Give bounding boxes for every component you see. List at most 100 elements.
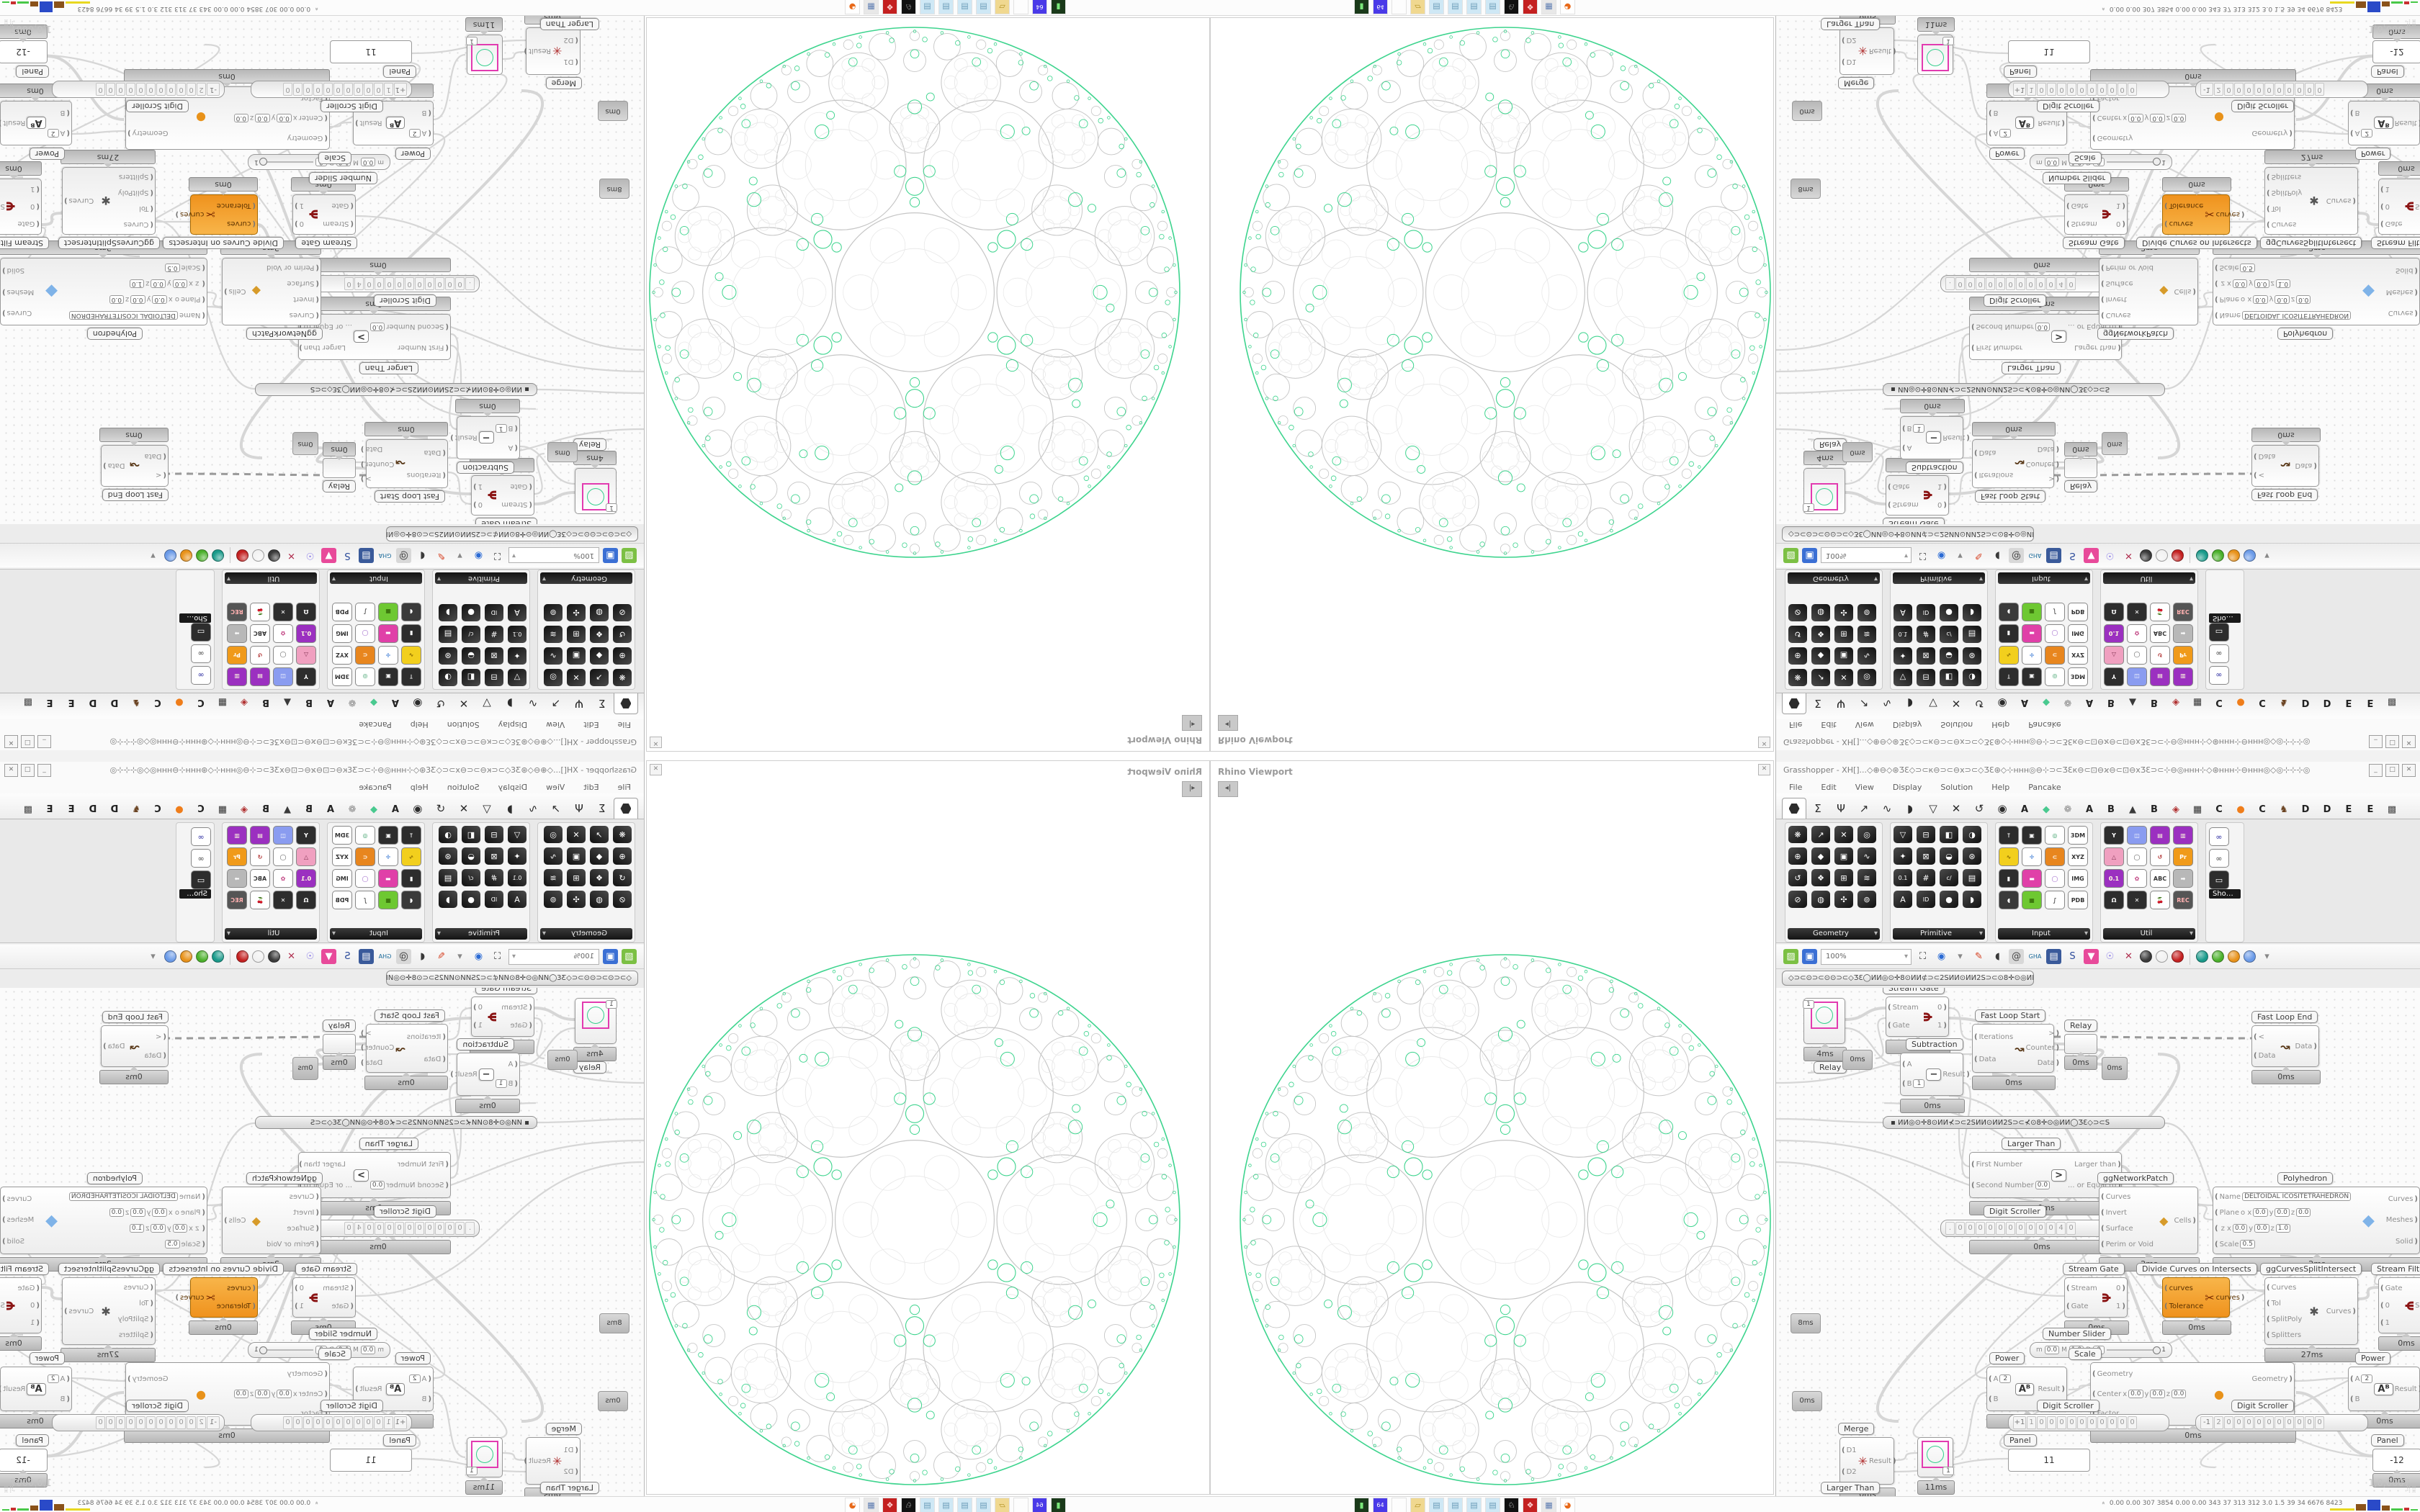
palette-icon[interactable]: ▭ [2209, 870, 2229, 889]
palette-icon[interactable]: Y [2104, 826, 2124, 845]
palette-group-label[interactable]: Geometry [1788, 572, 1880, 584]
larger-than-bottom-tag-tag[interactable]: Larger Than [1821, 1482, 1881, 1494]
palette-group-label[interactable]: Input [330, 928, 422, 940]
tab-vector[interactable]: ↗ [1859, 697, 1869, 710]
tab-plugin-7[interactable]: ◈ [2172, 697, 2179, 708]
palette-icon[interactable]: ● [1940, 604, 1958, 621]
tab-plugin-14[interactable]: D [2323, 697, 2331, 708]
out-port-curves[interactable]: Curves) [2386, 1195, 2418, 1203]
palette-icon[interactable]: ⊘ [613, 891, 632, 908]
menu-item-help[interactable]: Help [410, 720, 429, 729]
viewport-close-icon[interactable]: ✕ [1758, 764, 1770, 775]
palette-icon[interactable]: REC [227, 603, 247, 621]
palette-icon[interactable]: 0.1 [296, 624, 316, 643]
tab-plugin-6[interactable]: B [2151, 697, 2158, 708]
scroller-digit[interactable]: 1 [2027, 83, 2036, 96]
mini-0ms-2[interactable]: 0ms [598, 1391, 628, 1411]
palette-icon[interactable]: ▽ [508, 826, 526, 843]
digit-scroller-0-tag[interactable]: Digit Scroller [1984, 294, 2046, 307]
palette-icon[interactable]: ∫ [355, 891, 375, 909]
stream-filter[interactable]: (Gate(0(1ΨS(1)) [2378, 179, 2420, 235]
scroller-digit[interactable]: 0 [2285, 1416, 2294, 1429]
palette-icon[interactable]: ⊂ [2045, 646, 2065, 665]
scale-tag[interactable]: Scale [2069, 1348, 2102, 1360]
palette-icon[interactable]: ▤ [2150, 826, 2170, 845]
scroller-digit[interactable]: 0 [2037, 1416, 2046, 1429]
tab-plugin-0[interactable]: A [391, 697, 400, 708]
app-calculator-icon[interactable]: ▦ [1541, 1498, 1556, 1512]
node-canvas[interactable]: 1 4ms Relay 0ms Stream Gate(Stream(Gate Ψ 0) 1)… [0, 16, 644, 524]
digit-scroller-0-tag[interactable]: Digit Scroller [374, 1205, 436, 1218]
gem-orange-icon[interactable] [2228, 950, 2240, 963]
in-port-1[interactable]: (1 [17, 1319, 40, 1327]
scroller-digit[interactable]: 0 [2224, 83, 2233, 96]
scroller-digit[interactable]: +1 [394, 1416, 407, 1429]
tab-transform[interactable]: ↺ [436, 802, 446, 815]
tab-plugin-15[interactable]: E [68, 697, 75, 708]
palette-icon[interactable]: Ω [296, 891, 316, 909]
palette-icon[interactable]: # [1917, 626, 1935, 643]
chevron-up-icon[interactable]: « [2099, 1501, 2107, 1505]
out-port-data[interactable]: Data) [2295, 1043, 2317, 1050]
panel-11-tag[interactable]: Panel [383, 1434, 416, 1446]
in-port-splitters[interactable]: (Splitters [2267, 1331, 2302, 1339]
menu-item-solution[interactable]: Solution [447, 720, 480, 729]
palette-icon[interactable]: ✕ [273, 891, 293, 909]
subtraction[interactable]: (A(B 1− Result) [1900, 416, 1970, 459]
out-port-1[interactable]: 1) [1937, 1022, 1947, 1030]
tab-plugin-14[interactable]: D [89, 804, 97, 815]
at-badge-icon[interactable]: @ [396, 949, 411, 964]
palette-icon[interactable]: ◑ [439, 669, 457, 686]
palette-icon[interactable]: ❖ [1811, 626, 1830, 643]
palette-icon[interactable]: ◍ [590, 891, 609, 908]
minimize-button[interactable]: _ [2369, 764, 2383, 777]
app-red-card-icon[interactable]: ❖ [882, 1498, 897, 1512]
digit-scroller-right-tag[interactable]: Digit Scroller [126, 1400, 189, 1412]
in-port-curves[interactable]: (curves [2164, 1284, 2203, 1292]
panel-minus-12[interactable]: -12 [2372, 40, 2420, 63]
scroller-digit[interactable]: +1 [2013, 83, 2026, 96]
palette-group-label[interactable]: Util [2103, 572, 2195, 584]
field-value[interactable]: 0.0 [2232, 1224, 2248, 1233]
field-value[interactable]: 1.0 [129, 279, 145, 288]
field-value[interactable]: 0.0 [2253, 295, 2268, 304]
scroller-digit[interactable]: 0 [2006, 1222, 2015, 1235]
larger-than-bottom-tag-tag[interactable]: Larger Than [539, 1482, 599, 1494]
scroller-digit[interactable]: 0 [2006, 277, 2015, 290]
palette-icon[interactable]: △ [296, 646, 316, 665]
out-port-cells[interactable]: Cells) [2174, 1217, 2196, 1225]
palette-icon[interactable]: ID [1917, 891, 1935, 908]
port-value[interactable]: 0.0 [2035, 1181, 2051, 1190]
tab-plugin-7[interactable]: ◈ [241, 804, 248, 815]
polyhedron[interactable]: (Name DELTOIDAL ICOSITETRAHEDRON(Plane o x… [2213, 1187, 2420, 1254]
tab-surface[interactable]: ◗ [507, 697, 513, 710]
in-port--[interactable]: (< [145, 472, 166, 480]
scroller-digit[interactable]: -1 [2200, 83, 2213, 96]
tab-maths[interactable]: Σ [1814, 697, 1821, 710]
palette-icon[interactable]: ◆ [1811, 647, 1830, 665]
palette-icon[interactable]: ABC [2150, 869, 2170, 888]
tab-params[interactable] [614, 798, 638, 819]
relay-2[interactable] [2064, 458, 2097, 478]
sketch-flame-icon[interactable]: ✎ [1975, 550, 1983, 561]
app-red-card-icon[interactable]: ❖ [882, 0, 897, 14]
scroller-digit[interactable]: 2 [2214, 1416, 2223, 1429]
scroller-digit[interactable]: 0 [2295, 1416, 2304, 1429]
scroller-digit[interactable]: 0 [364, 1416, 373, 1429]
capture-output-value[interactable]: 1 [466, 1467, 478, 1475]
in-port-a[interactable]: (A 2 [408, 1374, 431, 1384]
mini-8ms[interactable]: 8ms [1791, 1313, 1821, 1333]
jitter-icon[interactable]: ✕ [287, 951, 295, 962]
in-port-0[interactable]: (0 [17, 1302, 40, 1310]
stream-filter-tag[interactable]: Stream Filter [2371, 1263, 2420, 1275]
app-notepad-1-icon[interactable]: ▤ [1429, 0, 1444, 14]
scroller-digit[interactable]: 0 [2047, 83, 2056, 96]
mini-8ms[interactable]: 8ms [599, 179, 629, 199]
palette-icon[interactable]: ◎ [544, 826, 563, 843]
field-value[interactable]: 0.0 [2150, 114, 2165, 122]
scroller-digit[interactable]: 0 [405, 1222, 414, 1235]
in-port-tolerance[interactable]: (Tolerance [2164, 202, 2203, 210]
palette-icon[interactable]: PDB [332, 603, 352, 621]
tab-plugin-7[interactable]: ◈ [241, 697, 248, 708]
